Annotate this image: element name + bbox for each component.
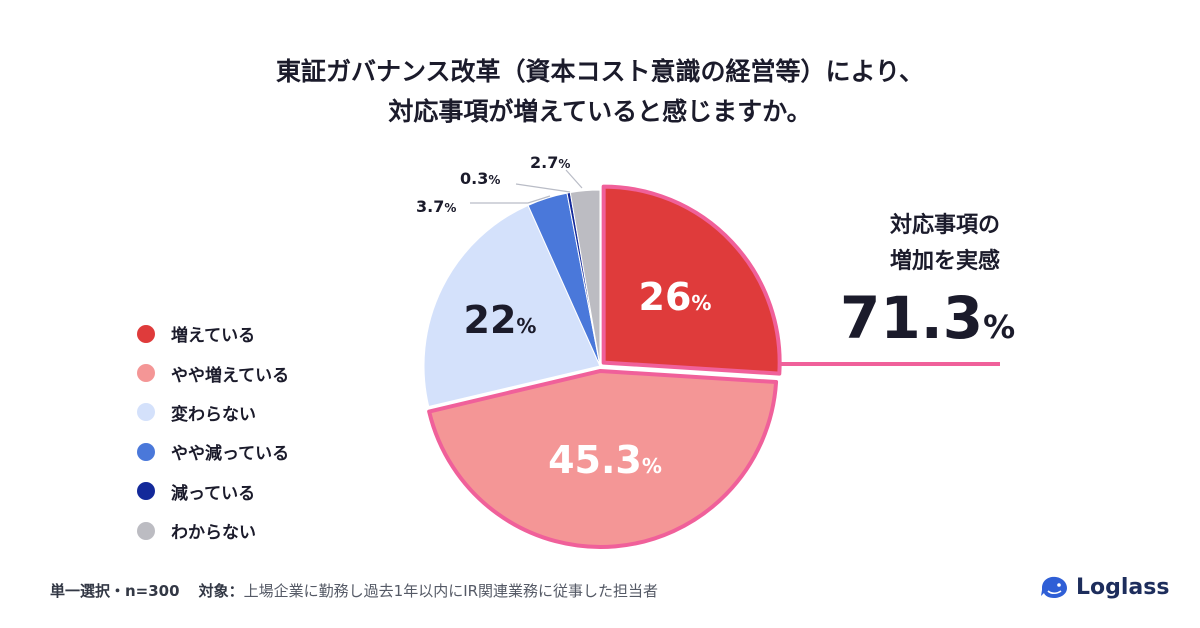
loglass-logo: Loglass: [1040, 574, 1169, 600]
pie-slice: [423, 204, 601, 408]
footnote-method: 単一選択・n=300: [50, 582, 180, 600]
legend: 増えている やや増えている 変わらない やや減っている 減っている わからない: [137, 314, 289, 550]
legend-item: わからない: [137, 511, 289, 550]
pie-slice: [427, 368, 779, 549]
title-line-2: 対応事項が増えていると感じますか。: [388, 97, 812, 126]
legend-swatch: [137, 442, 155, 461]
chart-title: 東証ガバナンス改革（資本コスト意識の経営等）により、 対応事項が増えていると感じ…: [0, 52, 1200, 132]
data-label: 45.3%: [548, 438, 662, 482]
callout-line-2: 増加を実感: [889, 249, 1000, 274]
legend-swatch: [137, 324, 155, 343]
legend-swatch: [137, 364, 155, 383]
logo-text: Loglass: [1076, 574, 1170, 600]
data-label: 3.7%: [416, 197, 456, 216]
callout-value: 71.3%: [840, 284, 1015, 359]
legend-swatch: [137, 521, 155, 540]
legend-label: わからない: [171, 523, 256, 544]
legend-label: 減っている: [171, 483, 256, 504]
legend-label: やや増えている: [171, 365, 290, 386]
leader-line: [515, 183, 571, 193]
legend-swatch: [137, 482, 155, 501]
callout-number: 71.3: [840, 284, 984, 352]
pie-slice: [569, 189, 601, 367]
legend-item: やや増えている: [137, 353, 289, 392]
legend-item: 変わらない: [137, 393, 289, 432]
footnote-target-text: 上場企業に勤務し過去1年以内にIR関連業務に従事した担当者: [243, 582, 659, 600]
legend-label: やや減っている: [171, 444, 290, 465]
summary-callout: 対応事項の 増加を実感 71.3%: [840, 208, 1015, 359]
data-label: 2.7%: [530, 153, 570, 172]
footnote-target-label: 対象：: [198, 582, 244, 600]
legend-item: やや減っている: [137, 432, 289, 471]
legend-item: 増えている: [137, 314, 289, 353]
leader-line: [470, 195, 551, 204]
data-label: 22%: [464, 298, 537, 342]
callout-unit: %: [983, 308, 1016, 346]
legend-item: 減っている: [137, 472, 289, 511]
data-label: 0.3%: [460, 169, 500, 188]
data-label: 26%: [639, 275, 712, 319]
footnote: 単一選択・n=300 対象：上場企業に勤務し過去1年以内にIR関連業務に従事した…: [50, 580, 658, 601]
legend-label: 変わらない: [171, 404, 256, 425]
legend-swatch: [137, 403, 155, 422]
title-line-1: 東証ガバナンス改革（資本コスト意識の経営等）により、: [275, 57, 924, 86]
whale-icon: [1041, 576, 1067, 598]
legend-label: 増えている: [171, 326, 256, 347]
leader-line: [565, 169, 583, 189]
pie-slice: [601, 184, 782, 376]
callout-line-1: 対応事項の: [889, 213, 1000, 238]
